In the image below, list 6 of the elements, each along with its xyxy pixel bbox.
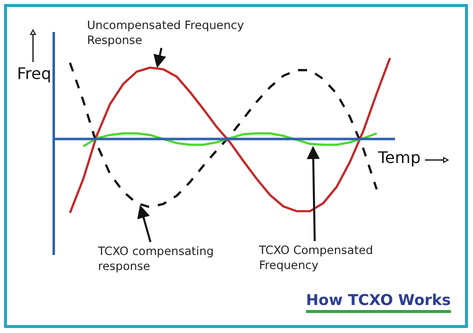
text: TCXO Compensated Frequency <box>258 243 374 272</box>
text: Uncompensated Frequency Response <box>87 18 244 47</box>
text: How TCXO Works <box>306 291 451 313</box>
text: TCXO compensating response <box>97 244 214 273</box>
x-axis-title: Temp <box>378 148 421 167</box>
y-axis-title: Freq <box>17 64 52 83</box>
